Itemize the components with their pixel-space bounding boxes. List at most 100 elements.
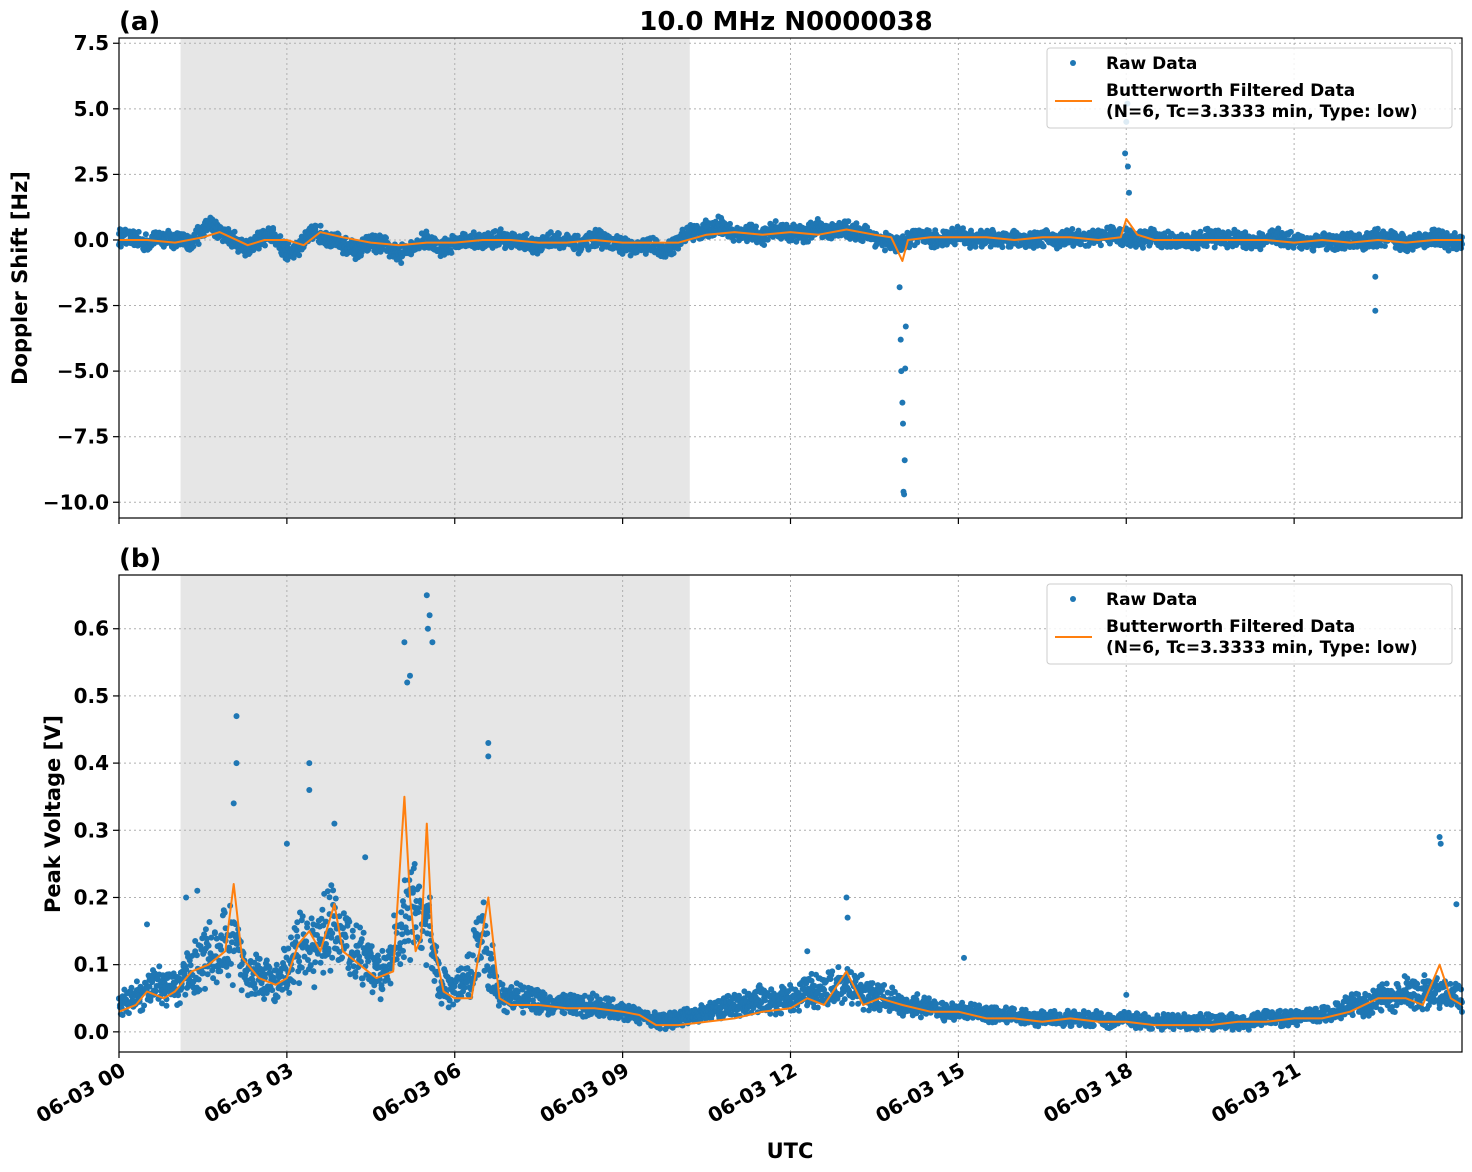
panel-b-raw-point	[346, 918, 353, 925]
panel-b-raw-point	[284, 982, 291, 988]
figure-title: 10.0 MHz N0000038	[639, 7, 932, 37]
panel-a-raw-outlier	[900, 420, 906, 427]
panel-b-raw-point	[328, 882, 335, 889]
panel-b-raw-point	[211, 929, 218, 936]
panel-b-raw-point	[329, 954, 336, 961]
panel-a-raw-outlier	[1372, 307, 1379, 314]
panel-b-raw-point	[484, 930, 491, 937]
panel-b-raw-point	[914, 991, 921, 998]
panel-b-raw-point	[141, 1002, 148, 1009]
panel-a-raw-point	[296, 252, 303, 259]
panel-b-raw-point	[286, 989, 293, 996]
panel-a-ytick-label: 2.5	[74, 162, 109, 186]
panel-a-raw-outlier	[902, 365, 909, 372]
panel-a-raw-outlier	[1124, 163, 1131, 170]
panel-b-raw-point	[228, 960, 234, 967]
panel-b-raw-point	[869, 980, 876, 987]
panel-b-raw-point	[541, 991, 548, 998]
panel-b-raw-point	[293, 927, 300, 934]
panel-b-raw-point	[405, 937, 412, 944]
panel-a-raw-point	[379, 246, 386, 253]
panel-b-raw-point	[339, 954, 346, 961]
panel-b-raw-point	[425, 913, 432, 920]
panel-b-raw-point	[205, 942, 212, 949]
panel-b-raw-point	[357, 924, 363, 931]
panel-a-raw-point	[262, 242, 268, 249]
panel-b-raw-point	[829, 968, 836, 975]
panel-a-raw-point	[882, 247, 888, 254]
panel-b-raw-point	[398, 909, 405, 916]
panel-a-ytick-label: −5.0	[57, 359, 109, 383]
panel-b-raw-point	[290, 979, 297, 986]
panel-a-legend: Raw Data Butterworth Filtered Data (N=6,…	[1046, 47, 1453, 129]
panel-a-legend-raw-label: Raw Data	[1106, 54, 1197, 74]
panel-a-raw-point	[495, 241, 502, 248]
panel-a-raw-point	[845, 218, 852, 225]
panel-b-raw-point	[296, 980, 303, 987]
panel-b-raw-point	[128, 984, 135, 991]
panel-a-raw-point	[383, 235, 389, 241]
panel-a-raw-point	[753, 223, 759, 230]
panel-a-raw-outlier	[902, 323, 909, 330]
panel-a-raw-point	[727, 220, 733, 227]
panel-b-raw-point	[269, 987, 276, 994]
panel-b-raw-point	[438, 1000, 445, 1007]
panel-b-raw-point	[841, 996, 848, 1003]
panel-b-raw-point	[332, 895, 339, 902]
panel-b-raw-point	[375, 957, 382, 964]
panel-a-legend-raw-marker	[1070, 60, 1076, 66]
panel-a-legend-filtered-label-1: Butterworth Filtered Data	[1106, 81, 1355, 101]
panel-b-raw-point	[252, 985, 259, 992]
panel-b-raw-point	[778, 1010, 785, 1017]
panel-b-raw-point	[125, 1010, 132, 1017]
panel-a-raw-point	[313, 223, 320, 229]
panel-b-raw-point	[374, 952, 381, 959]
panel-b-raw-point	[187, 962, 194, 969]
panel-b-raw-point	[349, 933, 356, 940]
panel-a-raw-point	[999, 244, 1006, 251]
panel-a-raw-point	[1194, 245, 1201, 252]
panel-b-raw-point	[156, 963, 163, 970]
panel-b-raw-point	[368, 943, 375, 950]
panel-a-raw-point	[574, 232, 581, 239]
panel-b-raw-point	[303, 938, 310, 945]
panel-a-ytick-label: 0.0	[74, 228, 109, 252]
panel-a-raw-outlier	[1122, 150, 1129, 157]
panel-a-raw-outlier	[901, 457, 908, 464]
panel-a-raw-point	[1287, 228, 1294, 235]
panel-b-raw-point	[360, 929, 367, 936]
panel-b-raw-point	[296, 958, 303, 965]
panel-b-raw-point	[304, 924, 311, 931]
panel-b-raw-point	[163, 1002, 170, 1009]
panel-a-raw-point	[190, 243, 197, 250]
panel-b-raw-point	[345, 965, 352, 972]
panel-b-raw-point	[311, 984, 318, 991]
panel-a-raw-point	[1197, 228, 1204, 235]
panel-b-raw-point	[588, 995, 595, 1002]
panel-a-raw-point	[555, 230, 562, 237]
panel-b-raw-point	[238, 987, 245, 994]
panel-b-raw-point	[225, 972, 232, 979]
panel-a-raw-point	[492, 228, 499, 234]
panel-a-raw-outlier	[897, 336, 904, 343]
panel-b-raw-point	[263, 957, 270, 964]
panel-a-raw-point	[633, 248, 640, 255]
panel-a-label: (a)	[119, 7, 160, 37]
panel-a-raw-point	[1069, 226, 1076, 232]
panel-b-raw-point	[193, 952, 200, 959]
panel-b-raw-point	[261, 996, 268, 1002]
panel-b-raw-point	[329, 930, 336, 937]
panel-a-shaded-rect	[180, 38, 690, 518]
panel-b-raw-point	[305, 957, 311, 963]
panel-a-y-ticks: 7.55.02.50.0−2.5−5.0−7.5−10.0	[43, 31, 119, 514]
panel-b-raw-point	[416, 883, 423, 890]
panel-a-raw-point	[670, 250, 677, 257]
panel-b-label: (b)	[119, 544, 161, 574]
panel-b-raw-point	[835, 964, 842, 971]
panel-b-raw-point	[814, 1004, 821, 1011]
panel-a-raw-outlier	[896, 284, 903, 291]
panel-b-raw-point	[636, 1020, 643, 1027]
panel-a-raw-outlier	[901, 491, 908, 498]
panel-a-raw-point	[744, 238, 750, 245]
